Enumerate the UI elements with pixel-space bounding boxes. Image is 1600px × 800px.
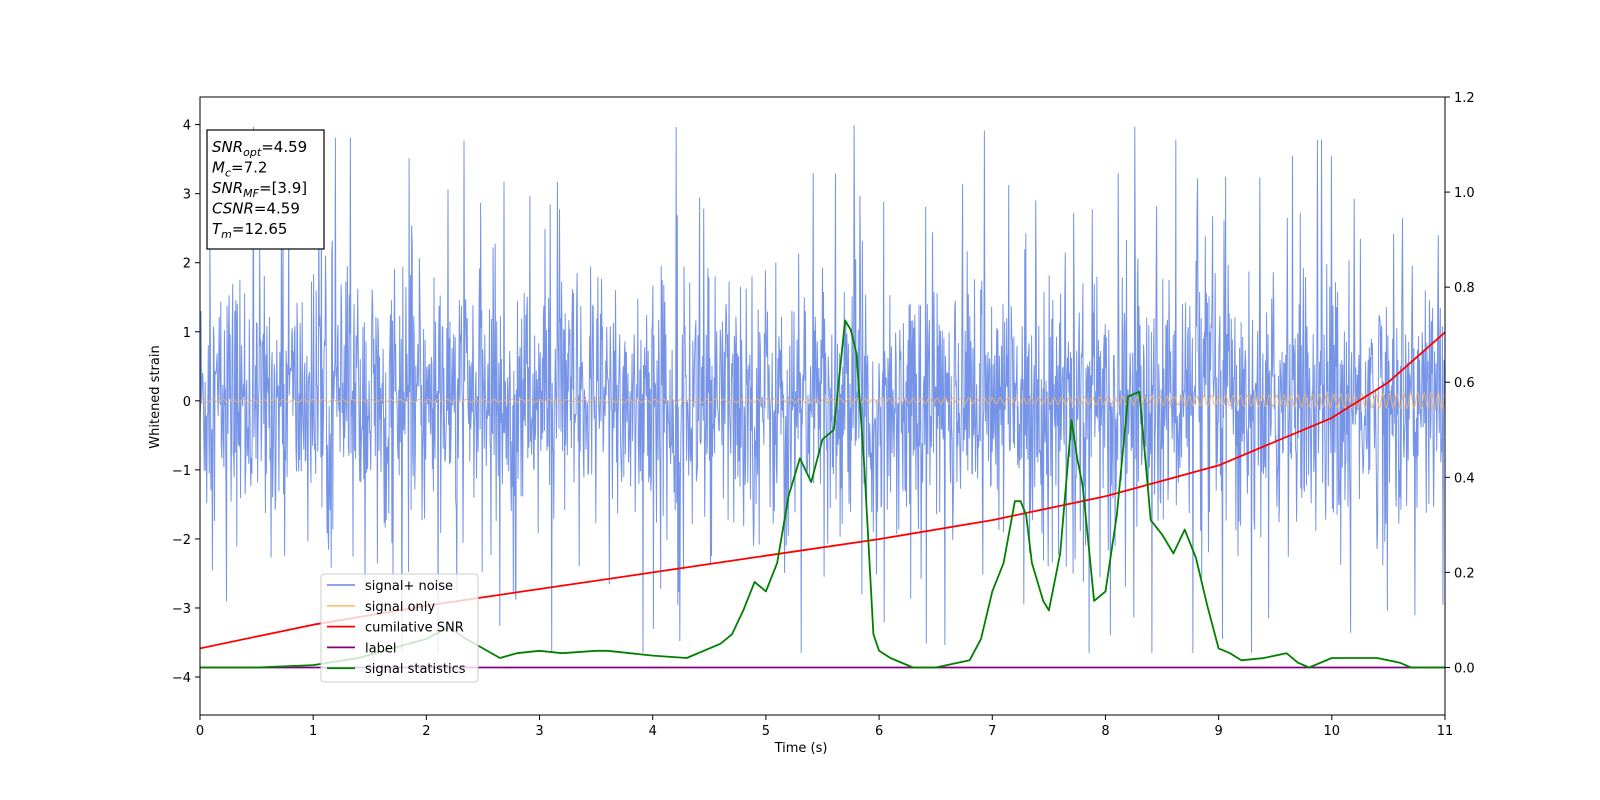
left-y-axis-ticks: 4 3 2 1 0 −1 −2 −3 −4 [172, 119, 200, 686]
x-tick-label: 6 [875, 724, 883, 739]
legend-entry-label: cumilative SNR [365, 621, 464, 636]
info-box-line: Mc=7.2 [212, 159, 267, 180]
right-y-tick-label: 0.6 [1454, 376, 1475, 391]
legend: signal+ noise signal only cumilative SNR la… [320, 573, 479, 683]
legend-entry-label: signal statistics [365, 662, 466, 677]
x-tick-label: 3 [535, 724, 543, 739]
info-box-line: CSNR=4.59 [212, 200, 300, 218]
left-y-tick-label: 3 [183, 188, 191, 203]
info-box-line: Tm=12.65 [212, 220, 287, 241]
right-y-tick-label: 1.0 [1454, 186, 1475, 201]
right-y-tick-label: 0.8 [1454, 281, 1475, 296]
x-axis-label: Time (s) [774, 741, 828, 756]
left-y-tick-label: 0 [183, 395, 191, 410]
left-y-tick-label: −4 [172, 671, 191, 686]
left-y-tick-label: 2 [183, 257, 191, 272]
right-y-axis-ticks: 1.2 1.0 0.8 0.6 0.4 0.2 0.0 [1445, 91, 1475, 676]
right-y-tick-label: 0.2 [1454, 566, 1475, 581]
x-tick-label: 10 [1324, 724, 1341, 739]
right-y-tick-label: 1.2 [1454, 91, 1475, 106]
left-y-tick-label: 4 [183, 119, 191, 134]
signal-noise-series [200, 125, 1445, 653]
legend-entry-label: signal only [365, 600, 435, 615]
legend-frame [320, 573, 479, 683]
legend-entry-label: label [365, 641, 396, 656]
x-tick-label: 5 [762, 724, 770, 739]
right-y-tick-label: 0.0 [1454, 661, 1475, 676]
right-y-tick-label: 0.4 [1454, 471, 1475, 486]
axes-frame [199, 96, 1446, 716]
info-box-line: SNRMF=[3.9] [212, 179, 307, 200]
legend-entry-label: signal+ noise [365, 579, 453, 594]
x-tick-label: 1 [309, 724, 317, 739]
left-y-tick-label: −1 [172, 464, 191, 479]
x-tick-label: 8 [1101, 724, 1109, 739]
left-y-tick-label: 1 [183, 326, 191, 341]
x-tick-label: 9 [1214, 724, 1222, 739]
x-tick-label: 2 [422, 724, 430, 739]
x-tick-label: 0 [196, 724, 204, 739]
left-y-tick-label: −2 [172, 533, 191, 548]
y-axis-label: Whitened strain [148, 345, 163, 448]
signal-only-series [200, 391, 1445, 410]
info-box-line: SNRopt=4.59 [212, 138, 307, 159]
x-tick-label: 11 [1437, 724, 1454, 739]
x-tick-label: 4 [649, 724, 657, 739]
x-tick-label: 7 [988, 724, 996, 739]
signal-noise-line [200, 125, 1445, 653]
info-box-frame [206, 129, 325, 250]
x-axis-ticks: 0 1 2 3 4 5 6 7 8 9 10 11 [196, 715, 1453, 739]
signal-only-line [200, 391, 1445, 410]
signal-statistics-line [200, 319, 1445, 669]
left-y-tick-label: −3 [172, 602, 191, 617]
